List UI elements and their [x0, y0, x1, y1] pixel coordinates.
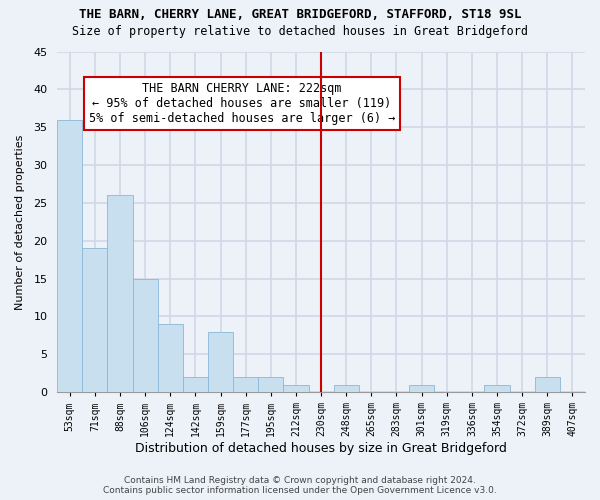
X-axis label: Distribution of detached houses by size in Great Bridgeford: Distribution of detached houses by size … [135, 442, 507, 455]
Y-axis label: Number of detached properties: Number of detached properties [15, 134, 25, 310]
Bar [334, 384, 359, 392]
Bar [57, 120, 82, 392]
Text: Contains HM Land Registry data © Crown copyright and database right 2024.
Contai: Contains HM Land Registry data © Crown c… [103, 476, 497, 495]
Bar [183, 377, 208, 392]
Bar [82, 248, 107, 392]
Bar [409, 384, 434, 392]
Bar [283, 384, 308, 392]
Bar [107, 196, 133, 392]
Bar [233, 377, 258, 392]
Bar [258, 377, 283, 392]
Bar [535, 377, 560, 392]
Text: THE BARN, CHERRY LANE, GREAT BRIDGEFORD, STAFFORD, ST18 9SL: THE BARN, CHERRY LANE, GREAT BRIDGEFORD,… [79, 8, 521, 20]
Bar [484, 384, 509, 392]
Bar [208, 332, 233, 392]
Bar [158, 324, 183, 392]
Text: THE BARN CHERRY LANE: 222sqm
← 95% of detached houses are smaller (119)
5% of se: THE BARN CHERRY LANE: 222sqm ← 95% of de… [89, 82, 395, 125]
Text: Size of property relative to detached houses in Great Bridgeford: Size of property relative to detached ho… [72, 24, 528, 38]
Bar [133, 278, 158, 392]
